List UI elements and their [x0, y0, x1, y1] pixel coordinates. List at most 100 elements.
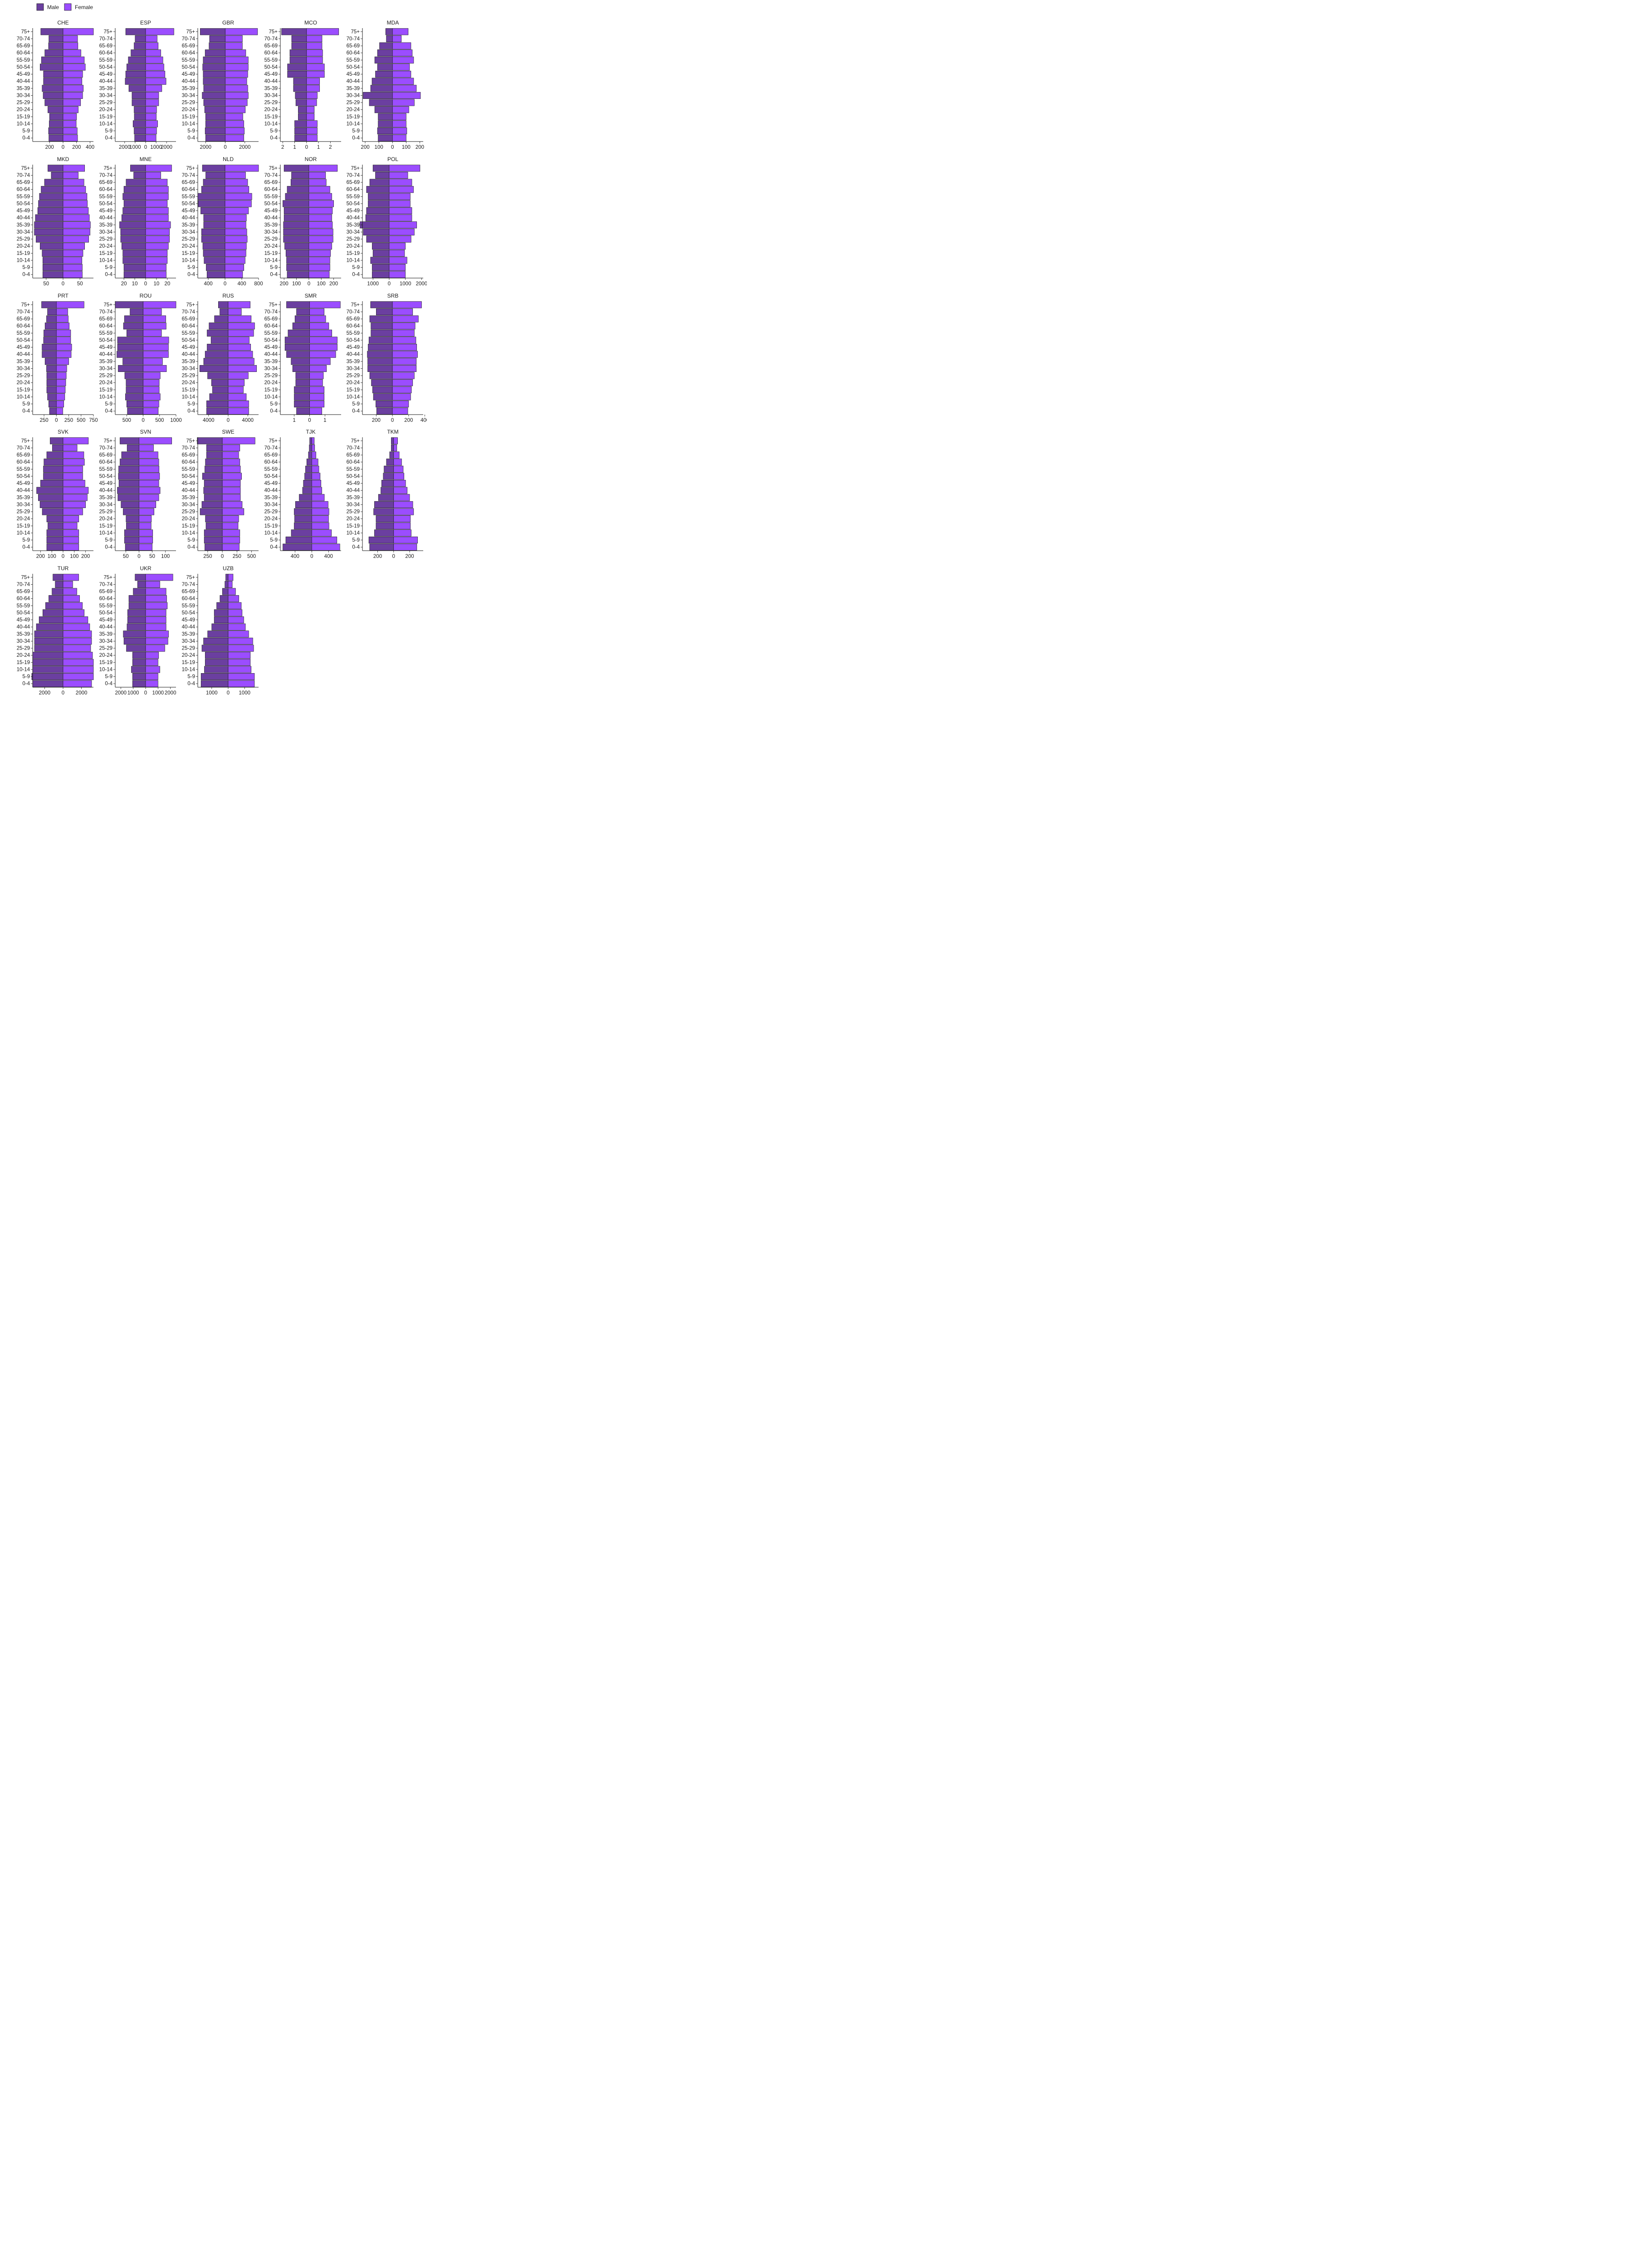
x-tick-label: 2000: [161, 145, 172, 150]
bar-female-pol-10-14: [389, 257, 407, 264]
age-tick-label: 30-34: [17, 230, 30, 235]
bar-male-ukr-15-19: [132, 659, 146, 666]
panel-title-prt: PRT: [58, 293, 68, 299]
bar-female-ukr-45-49: [145, 616, 166, 624]
bar-female-mco-70-74: [306, 35, 323, 42]
x-tick-label: 2000: [239, 145, 251, 150]
bar-male-esp-30-34: [132, 92, 146, 99]
bar-male-pol-65-69: [369, 179, 390, 186]
bar-male-prt-45-49: [42, 344, 57, 351]
x-tick-label: 100: [70, 554, 78, 559]
bar-female-swe-55-59: [222, 465, 241, 473]
age-tick-label: 20-24: [99, 516, 113, 522]
bar-male-tkm-50-54: [383, 473, 394, 480]
bar-male-gbr-0-4: [205, 134, 225, 142]
age-tick-label: 75+: [269, 438, 278, 444]
age-tick-label: 55-59: [17, 194, 30, 200]
age-tick-label: 0-4: [270, 136, 278, 141]
bar-male-mkd-45-49: [37, 207, 64, 215]
bar-male-gbr-50-54: [202, 64, 225, 71]
bar-female-gbr-70-74: [225, 35, 243, 42]
bar-female-nor-30-34: [308, 228, 333, 235]
bar-female-tur-25-29: [63, 645, 91, 652]
age-tick-label: 20-24: [264, 380, 278, 386]
bar-male-nor-30-34: [283, 228, 309, 235]
bar-male-svn-70-74: [127, 444, 139, 451]
x-tick-label: 250: [64, 418, 73, 423]
bar-female-mkd-35-39: [63, 221, 91, 229]
age-tick-label: 30-34: [264, 93, 278, 98]
age-tick-label: 75+: [103, 438, 112, 444]
age-tick-label: 40-44: [264, 215, 278, 221]
age-tick-label: 60-64: [347, 323, 360, 329]
bar-male-svn-40-44: [117, 487, 139, 494]
age-tick-label: 60-64: [264, 459, 278, 465]
bar-male-tkm-45-49: [381, 480, 394, 487]
bar-male-mne-60-64: [123, 186, 146, 193]
age-tick-label: 55-59: [99, 603, 112, 609]
age-tick-label: 75+: [186, 166, 195, 171]
x-tick-label: 2000: [416, 281, 427, 287]
age-tick-label: 10-14: [99, 394, 113, 400]
bar-male-gbr-75+: [200, 28, 225, 35]
bar-female-esp-55-59: [145, 56, 163, 64]
age-tick-label: 0-4: [270, 272, 278, 278]
bar-female-tur-15-19: [63, 659, 94, 666]
age-tick-label: 25-29: [99, 509, 112, 515]
bar-male-che-30-34: [43, 92, 64, 99]
bar-female-mco-15-19: [306, 113, 315, 120]
bar-female-svn-15-19: [139, 522, 152, 529]
bar-male-ukr-30-34: [123, 637, 146, 645]
age-tick-label: 75+: [351, 438, 360, 444]
bar-female-rus-55-59: [228, 329, 254, 337]
bar-female-pol-55-59: [389, 193, 411, 200]
age-tick-label: 50-54: [264, 201, 278, 206]
bar-female-uzb-50-54: [228, 609, 243, 616]
bar-male-tur-60-64: [49, 595, 64, 602]
age-tick-label: 65-69: [99, 44, 112, 49]
bar-female-che-55-59: [63, 56, 85, 64]
bar-male-mco-45-49: [287, 71, 307, 78]
bar-male-tur-45-49: [39, 616, 64, 624]
panel-nld: NLD0-45-910-1415-1920-2425-2930-3435-394…: [182, 156, 263, 287]
bar-female-che-35-39: [63, 85, 84, 92]
panel-title-mkd: MKD: [57, 156, 69, 162]
bar-female-ukr-65-69: [145, 588, 166, 595]
bar-male-rou-10-14: [125, 393, 143, 401]
bar-male-uzb-70-74: [225, 581, 229, 588]
x-tick-label: 200: [405, 554, 414, 559]
bar-female-rus-30-34: [228, 365, 257, 372]
panel-title-ukr: UKR: [140, 565, 152, 572]
age-tick-label: 45-49: [264, 481, 278, 486]
bar-male-prt-20-24: [46, 379, 57, 386]
bar-male-mco-15-19: [298, 113, 307, 120]
bar-female-prt-75+: [56, 301, 84, 308]
bar-female-rou-15-19: [143, 386, 160, 393]
bar-male-pol-75+: [372, 165, 390, 172]
x-tick-label: 250: [39, 418, 48, 423]
age-tick-label: 5-9: [22, 128, 30, 134]
age-tick-label: 0-4: [105, 272, 112, 278]
bar-male-swe-5-9: [204, 537, 223, 544]
bar-male-nld-40-44: [203, 214, 225, 221]
bar-female-smr-75+: [309, 301, 341, 308]
age-tick-label: 65-69: [182, 589, 195, 595]
bar-male-srb-55-59: [371, 329, 393, 337]
bar-male-rus-75+: [218, 301, 229, 308]
bar-male-rus-50-54: [210, 337, 229, 344]
bar-female-tkm-40-44: [393, 487, 408, 494]
bar-male-rus-20-24: [211, 379, 229, 386]
bar-male-nld-0-4: [206, 271, 225, 278]
age-tick-label: 60-64: [99, 187, 113, 192]
bar-female-mne-50-54: [145, 200, 168, 207]
age-tick-label: 75+: [269, 29, 278, 34]
bar-male-ukr-25-29: [126, 645, 146, 652]
age-tick-label: 40-44: [182, 488, 196, 494]
bar-female-smr-20-24: [309, 379, 323, 386]
age-tick-label: 60-64: [17, 50, 30, 56]
bar-male-mne-20-24: [122, 243, 146, 250]
bar-male-ukr-70-74: [137, 581, 146, 588]
x-tick-label: 1000: [152, 690, 164, 696]
bar-female-smr-50-54: [309, 337, 337, 344]
